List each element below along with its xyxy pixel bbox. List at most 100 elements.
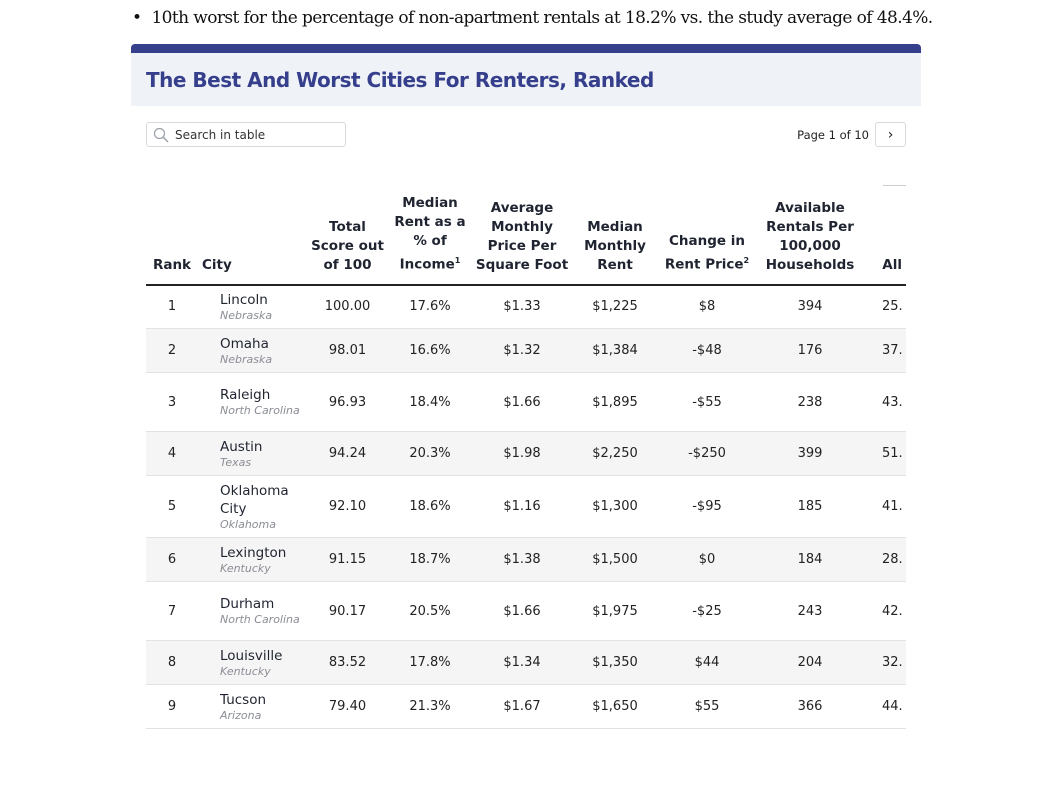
column-header[interactable]: Median Monthly Rent: [574, 194, 656, 286]
column-header-label: Change in Rent Price: [664, 233, 745, 273]
table-scroll-area[interactable]: Rank City Total Score out of 100 Median Ren…: [146, 194, 906, 785]
cell-psf: $1.67: [470, 684, 574, 729]
cell-last: 28.: [862, 537, 906, 582]
column-header[interactable]: Change in Rent Price2: [656, 194, 758, 286]
cell-psf: $1.66: [470, 581, 574, 641]
cell-rent: $1,225: [574, 284, 656, 329]
next-page-button[interactable]: ›: [875, 122, 906, 147]
column-header[interactable]: All Pe: [862, 194, 906, 286]
table-row: 4 Austin Texas 94.24 20.3% $1.98 $2,250 -$250 39…: [146, 431, 906, 476]
state-name: Kentucky: [220, 664, 271, 678]
table-row: 6 Lexington Kentucky 91.15 18.7% $1.38 $1,500 $…: [146, 537, 906, 582]
cell-last: 41.: [862, 475, 906, 538]
cell-psf: $1.34: [470, 640, 574, 685]
cell-rent: $1,975: [574, 581, 656, 641]
cell-last: 44.: [862, 684, 906, 729]
column-header[interactable]: City: [198, 194, 305, 286]
cell-pct: 20.5%: [390, 581, 470, 641]
column-header[interactable]: Rank: [146, 194, 198, 286]
cell-avail: 184: [758, 537, 862, 582]
column-header-label: City: [202, 256, 232, 273]
table-row: 7 Durham North Carolina 90.17 20.5% $1.66 $1,9…: [146, 581, 906, 641]
cell-last: 43.: [862, 372, 906, 432]
cell-change: $0: [656, 537, 758, 582]
divider: [883, 185, 906, 186]
cell-rank: 1: [146, 284, 198, 329]
city-name: Louisville: [220, 647, 283, 664]
cell-rank: 8: [146, 640, 198, 685]
table-row: 3 Raleigh North Carolina 96.93 18.4% $1.66 $1,…: [146, 372, 906, 432]
cell-city: Austin Texas: [198, 431, 305, 476]
cell-score: 90.17: [305, 581, 390, 641]
cell-rank: 4: [146, 431, 198, 476]
cell-avail: 366: [758, 684, 862, 729]
cell-avail: 176: [758, 328, 862, 373]
cell-rent: $1,500: [574, 537, 656, 582]
cell-last: 51.: [862, 431, 906, 476]
cell-rent: $1,300: [574, 475, 656, 538]
state-name: North Carolina: [220, 404, 300, 417]
cell-psf: $1.66: [470, 372, 574, 432]
city-name: Omaha: [220, 335, 269, 352]
table-title: The Best And Worst Cities For Renters, R…: [146, 67, 654, 92]
table-row: 8 Louisville Kentucky 83.52 17.8% $1.34 $1,350…: [146, 640, 906, 685]
cell-change: -$48: [656, 328, 758, 373]
city-name: Lincoln: [220, 291, 268, 308]
cell-score: 98.01: [305, 328, 390, 373]
footnote-marker: 2: [743, 256, 750, 265]
state-name: Nebraska: [220, 308, 273, 322]
city-name: Raleigh: [220, 387, 271, 403]
column-header[interactable]: Available Rentals Per 100,000 Households: [758, 194, 862, 286]
cell-rent: $1,384: [574, 328, 656, 373]
cell-city: Lincoln Nebraska: [198, 284, 305, 329]
cell-rank: 2: [146, 328, 198, 373]
cell-rent: $2,250: [574, 431, 656, 476]
column-header[interactable]: Average Monthly Price Per Square Foot: [470, 194, 574, 286]
cell-pct: 20.3%: [390, 431, 470, 476]
cell-score: 79.40: [305, 684, 390, 729]
city-name: Austin: [220, 438, 263, 455]
cell-city: Durham North Carolina: [198, 581, 305, 641]
cell-change: $44: [656, 640, 758, 685]
cell-rent: $1,650: [574, 684, 656, 729]
card-top-bar: [131, 44, 921, 53]
cell-psf: $1.38: [470, 537, 574, 582]
city-name: Lexington: [220, 544, 287, 561]
search-icon: [153, 127, 169, 142]
column-header-label: Total Score out of 100: [311, 218, 384, 273]
cell-psf: $1.16: [470, 475, 574, 538]
state-name: North Carolina: [220, 613, 300, 626]
search-input[interactable]: Search in table: [146, 122, 346, 147]
column-header-label: Rank: [152, 256, 192, 273]
cell-avail: 399: [758, 431, 862, 476]
table-row: 1 Lincoln Nebraska 100.00 17.6% $1.33 $1,225 $8…: [146, 284, 906, 329]
rankings-table: Rank City Total Score out of 100 Median Ren…: [146, 194, 906, 729]
cell-rank: 3: [146, 372, 198, 432]
chevron-right-icon: ›: [887, 126, 894, 143]
cell-rank: 6: [146, 537, 198, 582]
column-header-label: Median Monthly Rent: [584, 218, 646, 273]
cell-city: Tucson Arizona: [198, 684, 305, 729]
cell-pct: 18.7%: [390, 537, 470, 582]
cell-last: 42.: [862, 581, 906, 641]
city-name: Oklahoma City: [220, 482, 289, 517]
column-header[interactable]: Total Score out of 100: [305, 194, 390, 286]
cell-rank: 7: [146, 581, 198, 641]
state-name: Arizona: [220, 708, 262, 722]
state-name: Kentucky: [220, 561, 271, 575]
cell-score: 100.00: [305, 284, 390, 329]
table-row: 5 Oklahoma City Oklahoma 92.10 18.6% $1.16 $1,…: [146, 475, 906, 538]
cell-score: 91.15: [305, 537, 390, 582]
cell-rank: 5: [146, 475, 198, 538]
column-header-label: Median Rent as a % of Income: [394, 195, 466, 273]
cell-rank: 9: [146, 684, 198, 729]
footnote-marker: 1: [454, 256, 461, 265]
cell-pct: 17.6%: [390, 284, 470, 329]
ranking-table-card: The Best And Worst Cities For Renters, R…: [131, 44, 921, 785]
cell-city: Omaha Nebraska: [198, 328, 305, 373]
column-header-label: Available Rentals Per 100,000 Households: [765, 199, 855, 273]
cell-change: $55: [656, 684, 758, 729]
column-header[interactable]: Median Rent as a % of Income1: [390, 194, 470, 286]
cell-city: Raleigh North Carolina: [198, 372, 305, 432]
cell-city: Oklahoma City Oklahoma: [198, 475, 305, 538]
